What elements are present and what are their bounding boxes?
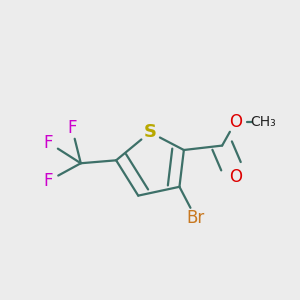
Text: O: O bbox=[229, 113, 242, 131]
Text: O: O bbox=[229, 167, 242, 185]
Text: F: F bbox=[67, 119, 77, 137]
Text: S: S bbox=[143, 123, 157, 141]
Text: F: F bbox=[44, 134, 53, 152]
Text: Br: Br bbox=[187, 209, 205, 227]
Text: F: F bbox=[44, 172, 53, 190]
Text: CH₃: CH₃ bbox=[250, 115, 276, 129]
